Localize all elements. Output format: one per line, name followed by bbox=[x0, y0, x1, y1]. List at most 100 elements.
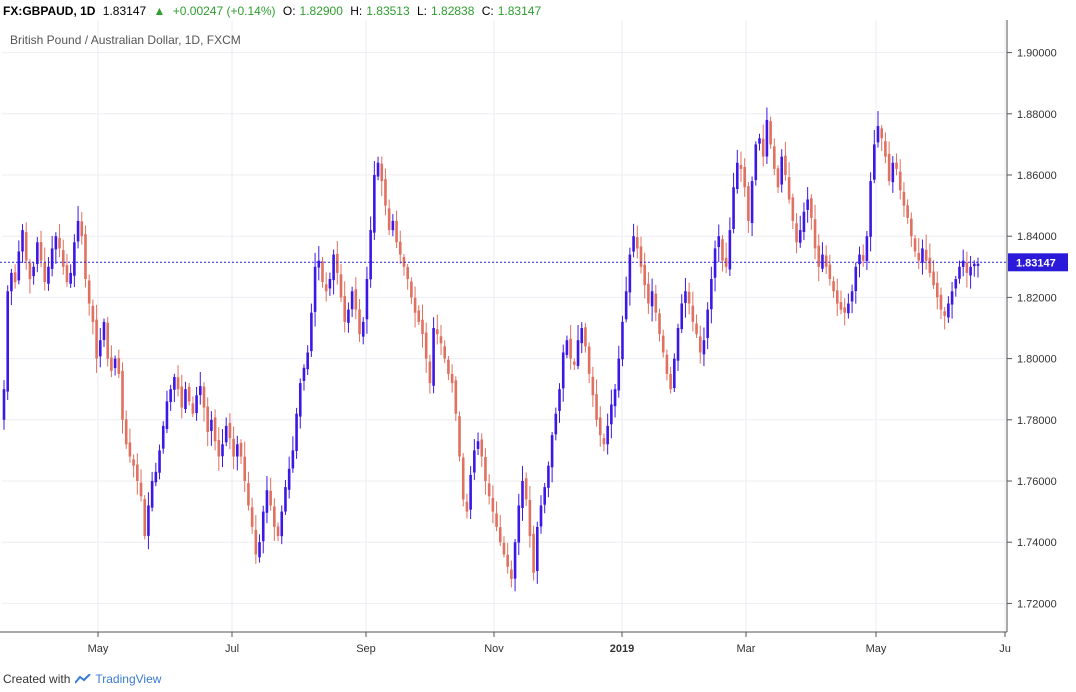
candle bbox=[669, 366, 672, 394]
candle bbox=[924, 234, 928, 270]
candle-body bbox=[210, 419, 213, 431]
candle-body bbox=[436, 329, 439, 335]
candle bbox=[495, 501, 498, 532]
candle bbox=[354, 277, 358, 320]
x-tick-label: May bbox=[88, 643, 109, 655]
candle bbox=[436, 314, 439, 345]
candle bbox=[961, 249, 965, 277]
footer: Created with TradingView bbox=[3, 672, 161, 686]
candle bbox=[480, 433, 484, 468]
candle bbox=[306, 345, 309, 376]
candle bbox=[706, 302, 709, 350]
candle bbox=[606, 413, 609, 455]
candle-body bbox=[395, 220, 398, 243]
candle-body bbox=[428, 361, 432, 384]
candle bbox=[491, 485, 495, 524]
candle-body bbox=[184, 389, 187, 409]
candle bbox=[487, 474, 491, 505]
candle bbox=[558, 383, 561, 423]
candle bbox=[547, 461, 550, 498]
candle bbox=[635, 225, 639, 259]
candle-body bbox=[743, 167, 746, 188]
candle-body bbox=[80, 221, 84, 237]
candle-body bbox=[250, 507, 254, 527]
candlestick-chart[interactable]: 1.72000 1.74000 1.76000 1.78000 1.80000 1.820… bbox=[0, 20, 1076, 660]
x-tick-label: Mar bbox=[737, 643, 756, 655]
candle bbox=[747, 181, 750, 233]
candle-body bbox=[321, 261, 324, 283]
candles bbox=[2, 107, 980, 592]
candle-body bbox=[469, 474, 472, 510]
candle bbox=[691, 291, 695, 332]
candle bbox=[850, 284, 854, 314]
candle bbox=[743, 158, 746, 197]
candle-body bbox=[495, 513, 498, 527]
tradingview-link[interactable]: TradingView bbox=[95, 672, 162, 686]
candle-body bbox=[343, 296, 347, 322]
candle bbox=[254, 515, 258, 564]
candle bbox=[673, 353, 676, 392]
candle bbox=[769, 116, 772, 149]
candle-body bbox=[398, 241, 402, 255]
candle bbox=[450, 364, 454, 393]
candle bbox=[424, 322, 428, 373]
candle-body bbox=[95, 319, 98, 359]
candle bbox=[543, 482, 546, 514]
candle-body bbox=[587, 346, 591, 374]
candle bbox=[773, 138, 776, 176]
x-tick-label: Nov bbox=[484, 643, 504, 655]
candle-body bbox=[969, 266, 972, 276]
candle bbox=[98, 328, 102, 368]
candle bbox=[469, 466, 472, 520]
candle bbox=[810, 194, 813, 230]
candle-body bbox=[647, 283, 650, 304]
candle-body bbox=[273, 506, 276, 527]
candle bbox=[10, 268, 13, 306]
candle-body bbox=[10, 272, 13, 292]
candle-body bbox=[706, 309, 709, 338]
candle-body bbox=[758, 138, 761, 144]
candle-body bbox=[136, 464, 139, 481]
candle bbox=[950, 281, 954, 319]
candle-body bbox=[732, 187, 735, 230]
candle-body bbox=[747, 186, 750, 221]
candle bbox=[884, 132, 887, 164]
candle-body bbox=[239, 442, 243, 457]
candle bbox=[732, 172, 735, 234]
candle-body bbox=[532, 533, 535, 573]
candle bbox=[610, 389, 613, 439]
candle-body bbox=[484, 456, 487, 481]
candle bbox=[239, 439, 243, 465]
candle bbox=[287, 456, 291, 499]
candle-body bbox=[895, 162, 898, 169]
candle bbox=[787, 162, 791, 204]
candle bbox=[521, 466, 524, 521]
candle-body bbox=[769, 121, 772, 145]
candle bbox=[865, 231, 869, 271]
candle-body bbox=[798, 230, 802, 243]
candle bbox=[458, 411, 461, 462]
candle-body bbox=[598, 417, 602, 436]
candle-body bbox=[717, 236, 721, 248]
candle-body bbox=[354, 289, 358, 310]
candle bbox=[665, 349, 669, 381]
candle-body bbox=[102, 321, 106, 340]
candle bbox=[150, 471, 154, 512]
candle-body bbox=[617, 358, 621, 391]
candle bbox=[832, 276, 835, 298]
candle bbox=[154, 462, 158, 487]
candle-body bbox=[569, 338, 572, 359]
candle-body bbox=[380, 163, 384, 182]
candle-body bbox=[624, 291, 628, 320]
candle-body bbox=[561, 352, 565, 389]
candle bbox=[513, 538, 517, 592]
candle-body bbox=[821, 254, 824, 269]
candle bbox=[506, 542, 509, 574]
candle bbox=[176, 365, 180, 397]
grid-lines bbox=[2, 20, 1007, 632]
candle-body bbox=[473, 450, 476, 473]
candle-body bbox=[698, 336, 702, 353]
candle bbox=[210, 411, 213, 446]
candle-body bbox=[132, 459, 135, 466]
change-value: +0.00247 (+0.14%) bbox=[172, 4, 276, 18]
